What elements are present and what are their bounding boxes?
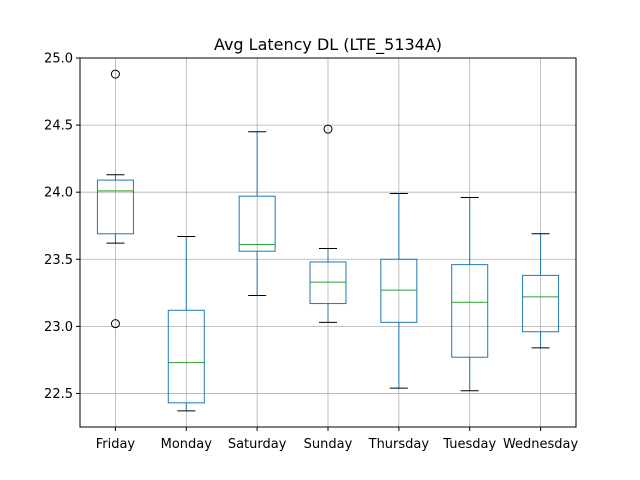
chart-title: Avg Latency DL (LTE_5134A): [214, 35, 442, 55]
y-tick-label: 24.0: [44, 186, 73, 201]
iqr-box: [309, 261, 347, 305]
outlier-point: [110, 319, 120, 329]
x-tick-label: Sunday: [304, 437, 353, 452]
axis-ticks: 22.5 23.0 23.5 24.0 24.5 25.0 Friday Monday Satu…: [44, 52, 578, 453]
grid: [80, 57, 576, 427]
y-tick-label: 22.5: [44, 387, 73, 402]
iqr-box: [238, 195, 276, 252]
x-tick-label: Wednesday: [503, 437, 579, 452]
y-tick-label: 23.0: [44, 320, 73, 335]
y-tick-label: 24.5: [44, 119, 73, 134]
y-tick-label: 25.0: [44, 52, 73, 67]
iqr-box: [380, 258, 418, 323]
iqr-box: [451, 264, 489, 358]
iqr-box: [522, 274, 560, 333]
x-tick-label: Tuesday: [442, 437, 496, 452]
x-tick-label: Thursday: [368, 437, 430, 452]
x-tick-label: Monday: [161, 437, 213, 452]
outlier-point: [323, 124, 333, 134]
outlier-point: [110, 69, 120, 79]
y-tick-label: 23.5: [44, 253, 73, 268]
boxes: [96, 69, 560, 412]
iqr-box: [167, 309, 205, 404]
x-tick-label: Saturday: [228, 437, 287, 452]
iqr-box: [96, 179, 134, 235]
x-tick-label: Friday: [96, 437, 136, 452]
